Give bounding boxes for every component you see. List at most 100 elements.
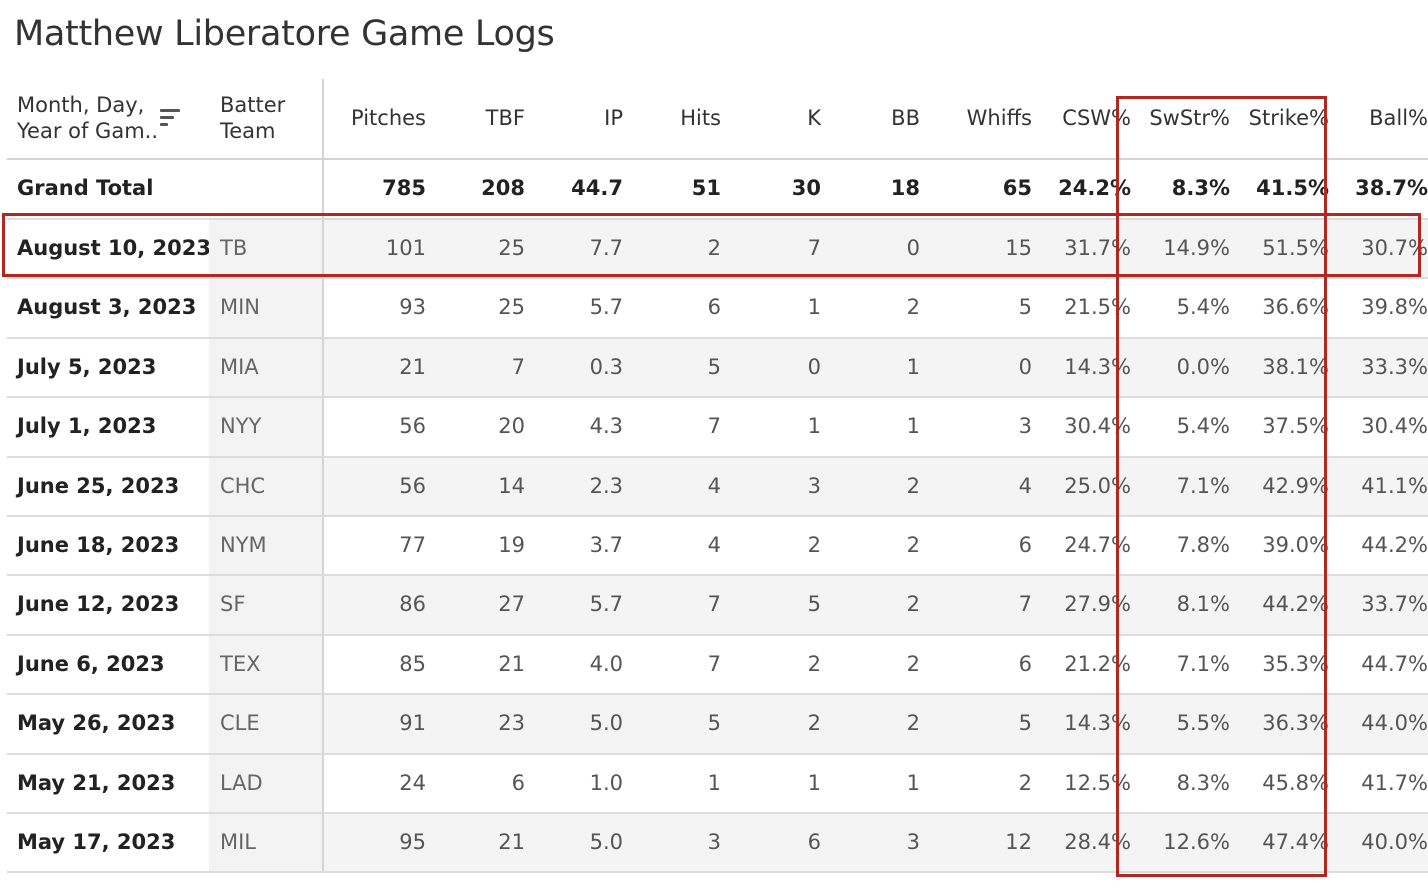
- row-tbf: 27: [426, 575, 525, 636]
- row-swstr: 7.1%: [1131, 634, 1230, 696]
- row-tbf: 23: [426, 694, 525, 755]
- row-tbf: 6: [426, 753, 525, 814]
- row-tbf: 21: [426, 812, 525, 874]
- row-hits: 4: [623, 456, 721, 517]
- row-whiffs: 5: [920, 278, 1032, 339]
- page-title: Matthew Liberatore Game Logs: [14, 14, 555, 54]
- row-ip: 4.0: [525, 634, 623, 696]
- row-ip: 5.0: [525, 694, 623, 755]
- row-swstr: 7.1%: [1131, 456, 1230, 517]
- column-header-strike[interactable]: Strike%: [1230, 79, 1329, 160]
- row-date: May 17, 2023: [7, 812, 209, 874]
- row-ball: 44.2%: [1329, 515, 1428, 577]
- row-date: August 10, 2023: [7, 219, 209, 280]
- row-swstr: 0.0%: [1131, 337, 1230, 399]
- row-date: June 6, 2023: [7, 634, 209, 696]
- grand-total-ball: 38.7%: [1329, 159, 1428, 220]
- row-k: 2: [721, 634, 821, 696]
- table-row[interactable]: June 25, 2023 CHC 56 14 2.3 4 3 2 4 25.0% 7.1% 42.9…: [7, 456, 1428, 517]
- row-bb: 0: [821, 219, 920, 280]
- row-date: July 5, 2023: [7, 337, 209, 399]
- column-header-hits[interactable]: Hits: [623, 79, 721, 160]
- table-row[interactable]: May 17, 2023 MIL 95 21 5.0 3 6 3 12 28.4% 12.6% 47.…: [7, 812, 1428, 874]
- row-csw: 27.9%: [1032, 575, 1131, 636]
- row-bb: 1: [821, 753, 920, 814]
- row-ip: 5.0: [525, 812, 623, 874]
- row-csw: 21.2%: [1032, 634, 1131, 696]
- row-bb: 1: [821, 397, 920, 458]
- column-header-date-line2: Year of Gam..: [17, 118, 159, 143]
- column-header-team-line1: Batter: [220, 93, 286, 118]
- row-csw: 14.3%: [1032, 337, 1131, 399]
- row-swstr: 5.4%: [1131, 278, 1230, 339]
- row-date: June 12, 2023: [7, 575, 209, 636]
- game-log-table: Month, Day, Year of Gam.. Batter Team Pi…: [7, 79, 1428, 874]
- header-row: Month, Day, Year of Gam.. Batter Team Pi…: [7, 79, 1428, 160]
- row-strike: 44.2%: [1230, 575, 1329, 636]
- table-row[interactable]: June 6, 2023 TEX 85 21 4.0 7 2 2 6 21.2% 7.1% 35.3%…: [7, 634, 1428, 696]
- row-csw: 28.4%: [1032, 812, 1131, 874]
- row-whiffs: 0: [920, 337, 1032, 399]
- row-team: CHC: [209, 456, 324, 517]
- table-row[interactable]: July 1, 2023 NYY 56 20 4.3 7 1 1 3 30.4% 5.4% 37.5%…: [7, 397, 1428, 458]
- row-whiffs: 6: [920, 515, 1032, 577]
- row-hits: 6: [623, 278, 721, 339]
- row-hits: 7: [623, 575, 721, 636]
- row-ball: 41.1%: [1329, 456, 1428, 517]
- row-swstr: 7.8%: [1131, 515, 1230, 577]
- row-k: 0: [721, 337, 821, 399]
- column-header-ball[interactable]: Ball%: [1329, 79, 1428, 160]
- table-row[interactable]: May 21, 2023 LAD 24 6 1.0 1 1 1 2 12.5% 8.3% 45.8% 4…: [7, 753, 1428, 814]
- row-strike: 42.9%: [1230, 456, 1329, 517]
- column-header-bb[interactable]: BB: [821, 79, 920, 160]
- grand-total-strike: 41.5%: [1230, 159, 1329, 220]
- table-row[interactable]: June 18, 2023 NYM 77 19 3.7 4 2 2 6 24.7% 7.8% 39.0…: [7, 515, 1428, 577]
- grand-total-csw: 24.2%: [1032, 159, 1131, 220]
- column-header-team[interactable]: Batter Team: [209, 79, 324, 160]
- row-team: CLE: [209, 694, 324, 755]
- column-header-pitches[interactable]: Pitches: [323, 79, 426, 160]
- row-hits: 4: [623, 515, 721, 577]
- row-bb: 2: [821, 634, 920, 696]
- row-date: May 21, 2023: [7, 753, 209, 814]
- row-strike: 39.0%: [1230, 515, 1329, 577]
- sort-descending-icon[interactable]: [160, 109, 180, 127]
- row-pitches: 91: [323, 694, 426, 755]
- row-tbf: 20: [426, 397, 525, 458]
- column-header-date[interactable]: Month, Day, Year of Gam..: [7, 79, 209, 160]
- row-whiffs: 12: [920, 812, 1032, 874]
- row-ball: 44.7%: [1329, 634, 1428, 696]
- row-date: July 1, 2023: [7, 397, 209, 458]
- grand-total-row[interactable]: Grand Total 785 208 44.7 51 30 18 65 24.…: [7, 159, 1428, 220]
- table-row[interactable]: July 5, 2023 MIA 21 7 0.3 5 0 1 0 14.3% 0.0% 38.1% 3…: [7, 337, 1428, 399]
- row-swstr: 5.5%: [1131, 694, 1230, 755]
- row-team: MIL: [209, 812, 324, 874]
- row-bb: 2: [821, 515, 920, 577]
- table-row[interactable]: August 10, 2023 TB 101 25 7.7 2 7 0 15 31.7% 14.9%…: [7, 219, 1428, 280]
- column-header-k[interactable]: K: [721, 79, 821, 160]
- row-pitches: 56: [323, 397, 426, 458]
- row-k: 2: [721, 694, 821, 755]
- column-header-csw[interactable]: CSW%: [1032, 79, 1131, 160]
- grand-total-k: 30: [721, 159, 821, 220]
- column-header-swstr[interactable]: SwStr%: [1131, 79, 1230, 160]
- row-ball: 44.0%: [1329, 694, 1428, 755]
- table-row[interactable]: May 26, 2023 CLE 91 23 5.0 5 2 2 5 14.3% 5.5% 36.3%…: [7, 694, 1428, 755]
- row-pitches: 21: [323, 337, 426, 399]
- row-pitches: 56: [323, 456, 426, 517]
- column-header-ip[interactable]: IP: [525, 79, 623, 160]
- row-date: May 26, 2023: [7, 694, 209, 755]
- column-header-tbf[interactable]: TBF: [426, 79, 525, 160]
- table-row[interactable]: June 12, 2023 SF 86 27 5.7 7 5 2 7 27.9% 8.1% 44.2%…: [7, 575, 1428, 636]
- row-ip: 0.3: [525, 337, 623, 399]
- row-team: TEX: [209, 634, 324, 696]
- column-header-whiffs[interactable]: Whiffs: [920, 79, 1032, 160]
- grand-total-pitches: 785: [323, 159, 426, 220]
- row-swstr: 8.3%: [1131, 753, 1230, 814]
- row-hits: 5: [623, 694, 721, 755]
- table-row[interactable]: August 3, 2023 MIN 93 25 5.7 6 1 2 5 21.5% 5.4% 36.…: [7, 278, 1428, 339]
- row-hits: 2: [623, 219, 721, 280]
- row-strike: 38.1%: [1230, 337, 1329, 399]
- row-k: 1: [721, 278, 821, 339]
- row-k: 1: [721, 753, 821, 814]
